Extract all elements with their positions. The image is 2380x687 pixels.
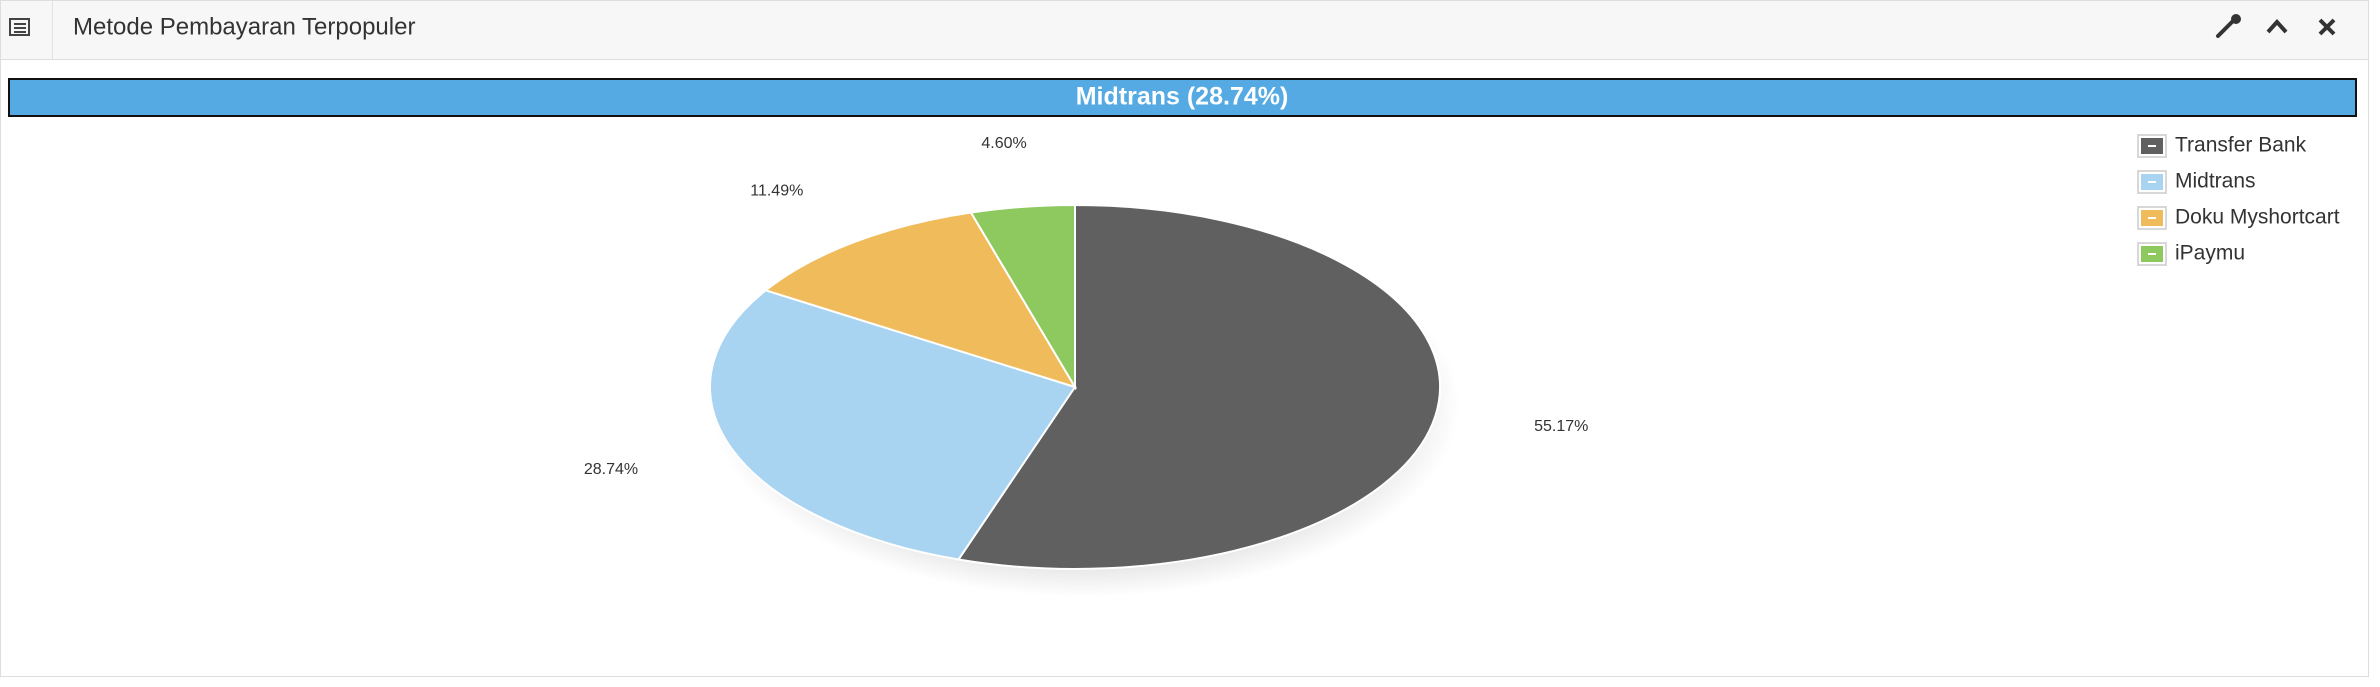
pie-slice xyxy=(969,203,1076,391)
pie-slice xyxy=(956,203,1441,570)
panel-header xyxy=(1,1,2368,59)
list-icon xyxy=(9,18,30,36)
collapse-button[interactable] xyxy=(2266,19,2288,34)
legend-label: Transfer Bank xyxy=(2175,134,2307,157)
legend-label: Doku Myshortcart xyxy=(2175,206,2340,229)
settings-button[interactable] xyxy=(2216,14,2241,38)
close-button[interactable] xyxy=(2318,18,2336,36)
highlight-bar xyxy=(8,78,2357,117)
slice-label: 55.17% xyxy=(1534,418,1588,435)
panel-title: Metode Pembayaran Terpopuler xyxy=(73,13,415,40)
pie-slice xyxy=(763,211,1078,389)
highlight-label: Midtrans (28.74%) xyxy=(1076,83,1289,111)
pie-slice xyxy=(709,289,1077,561)
legend-label: Midtrans xyxy=(2175,170,2256,193)
legend-label: iPaymu xyxy=(2175,242,2245,265)
slice-label: 28.74% xyxy=(584,461,638,478)
slice-label: 11.49% xyxy=(750,183,803,200)
slice-label: 4.60% xyxy=(981,135,1026,152)
